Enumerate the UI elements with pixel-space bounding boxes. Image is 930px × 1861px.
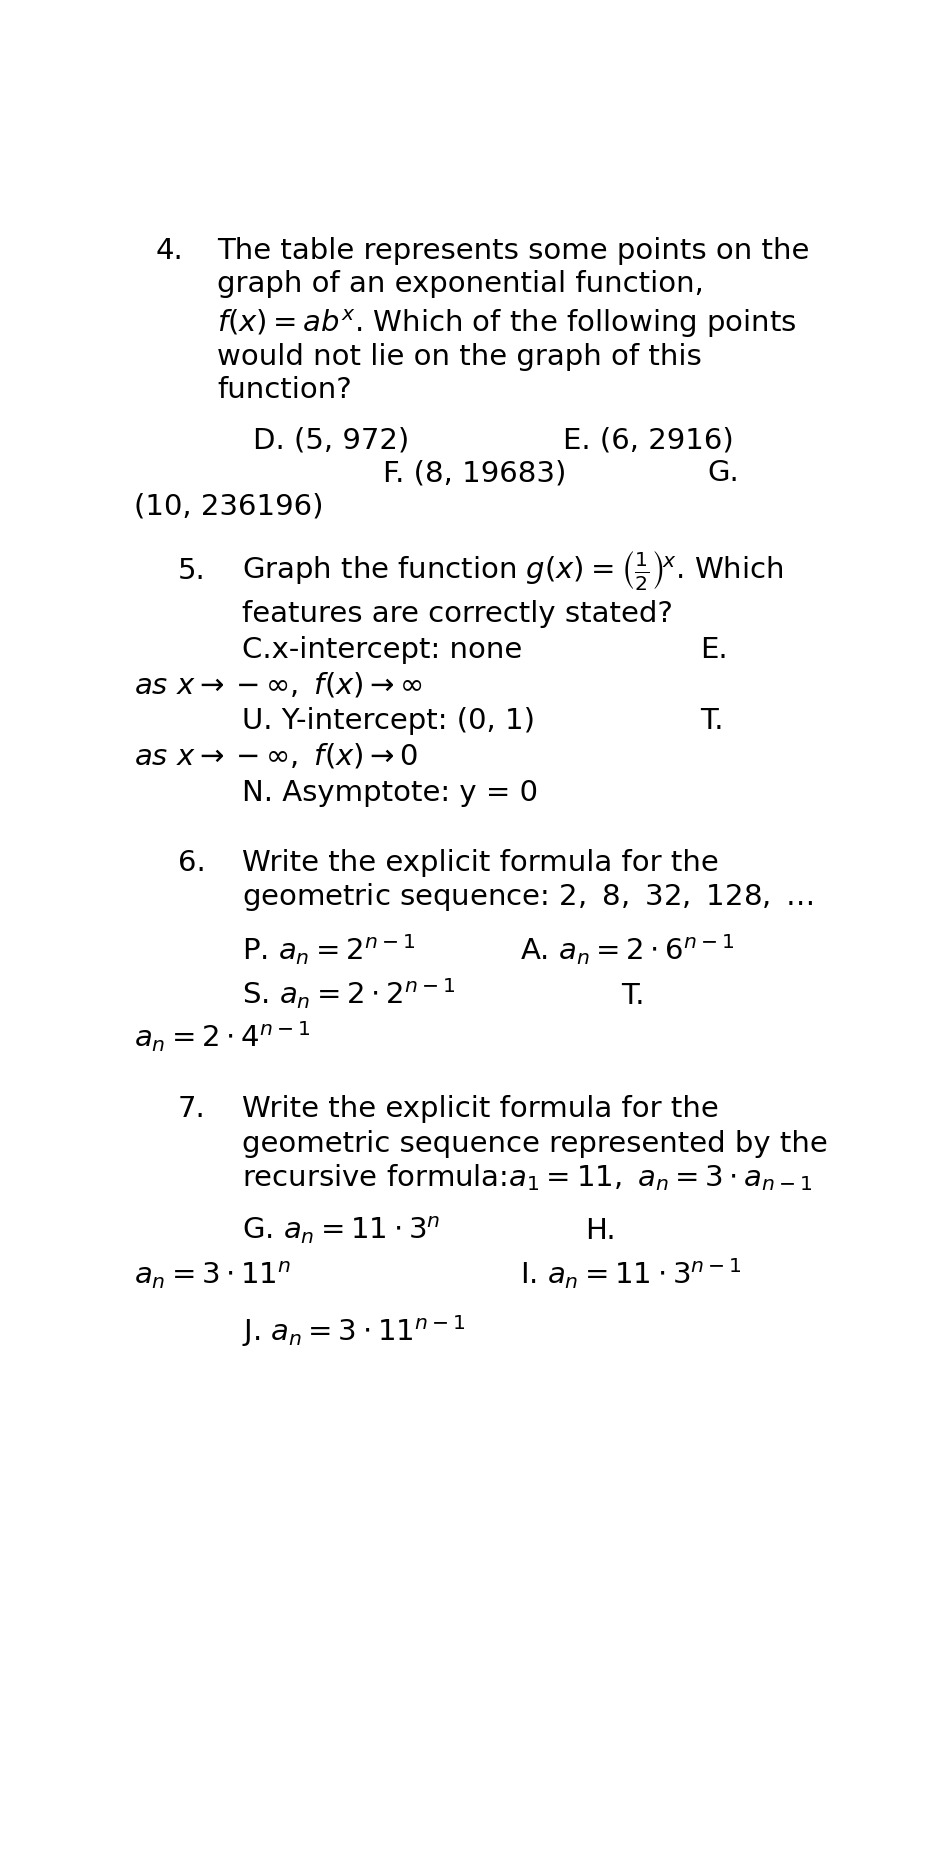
Text: S. $a_n = 2 \cdot 2^{n-1}$: S. $a_n = 2 \cdot 2^{n-1}$ xyxy=(243,977,456,1011)
Text: $a_n = 3 \cdot 11^n$: $a_n = 3 \cdot 11^n$ xyxy=(134,1260,292,1290)
Text: $as\ x\rightarrow -\infty,\ f(x)\rightarrow 0$: $as\ x\rightarrow -\infty,\ f(x)\rightar… xyxy=(134,743,418,770)
Text: function?: function? xyxy=(217,376,352,404)
Text: E.: E. xyxy=(700,635,727,664)
Text: $f(x) = ab^x$. Which of the following points: $f(x) = ab^x$. Which of the following po… xyxy=(217,307,797,341)
Text: $as\ x\rightarrow -\infty,\ f(x)\rightarrow \infty$: $as\ x\rightarrow -\infty,\ f(x)\rightar… xyxy=(134,670,423,700)
Text: geometric sequence represented by the: geometric sequence represented by the xyxy=(243,1130,828,1158)
Text: $a_n = 2 \cdot 4^{n-1}$: $a_n = 2 \cdot 4^{n-1}$ xyxy=(134,1020,311,1053)
Text: (10, 236196): (10, 236196) xyxy=(134,491,324,521)
Text: T.: T. xyxy=(621,983,644,1011)
Text: G. $a_n = 11 \cdot 3^n$: G. $a_n = 11 \cdot 3^n$ xyxy=(243,1215,441,1247)
Text: T.: T. xyxy=(700,707,724,735)
Text: Write the explicit formula for the: Write the explicit formula for the xyxy=(243,849,719,877)
Text: A. $a_n = 2 \cdot 6^{n-1}$: A. $a_n = 2 \cdot 6^{n-1}$ xyxy=(520,932,735,966)
Text: graph of an exponential function,: graph of an exponential function, xyxy=(217,270,704,298)
Text: 6.: 6. xyxy=(178,849,206,877)
Text: 7.: 7. xyxy=(178,1096,206,1124)
Text: C.x-intercept: none: C.x-intercept: none xyxy=(243,635,523,664)
Text: recursive formula:$a_1 = 11,\ a_n = 3\cdot a_{n-1}$: recursive formula:$a_1 = 11,\ a_n = 3\cd… xyxy=(243,1163,813,1193)
Text: 4.: 4. xyxy=(156,236,183,264)
Text: J. $a_n = 3 \cdot 11^{n-1}$: J. $a_n = 3 \cdot 11^{n-1}$ xyxy=(243,1314,466,1349)
Text: Write the explicit formula for the: Write the explicit formula for the xyxy=(243,1096,719,1124)
Text: D. (5, 972): D. (5, 972) xyxy=(253,426,409,454)
Text: features are correctly stated?: features are correctly stated? xyxy=(243,599,673,627)
Text: E. (6, 2916): E. (6, 2916) xyxy=(564,426,734,454)
Text: N. Asymptote: y = 0: N. Asymptote: y = 0 xyxy=(243,778,538,808)
Text: I. $a_n = 11 \cdot 3^{n-1}$: I. $a_n = 11 \cdot 3^{n-1}$ xyxy=(520,1256,742,1290)
Text: geometric sequence: $2,\ 8,\ 32,\ 128,\ \ldots$: geometric sequence: $2,\ 8,\ 32,\ 128,\ … xyxy=(243,882,815,914)
Text: F. (8, 19683): F. (8, 19683) xyxy=(383,460,566,488)
Text: U. Y-intercept: (0, 1): U. Y-intercept: (0, 1) xyxy=(243,707,536,735)
Text: The table represents some points on the: The table represents some points on the xyxy=(217,236,809,264)
Text: Graph the function $g(x) = \left(\frac{1}{2}\right)^{\!x}$. Which: Graph the function $g(x) = \left(\frac{1… xyxy=(243,547,784,592)
Text: H.: H. xyxy=(585,1217,616,1245)
Text: P. $a_n = 2^{n-1}$: P. $a_n = 2^{n-1}$ xyxy=(243,932,416,966)
Text: 5.: 5. xyxy=(178,556,206,584)
Text: would not lie on the graph of this: would not lie on the graph of this xyxy=(217,342,702,370)
Text: G.: G. xyxy=(707,460,739,488)
